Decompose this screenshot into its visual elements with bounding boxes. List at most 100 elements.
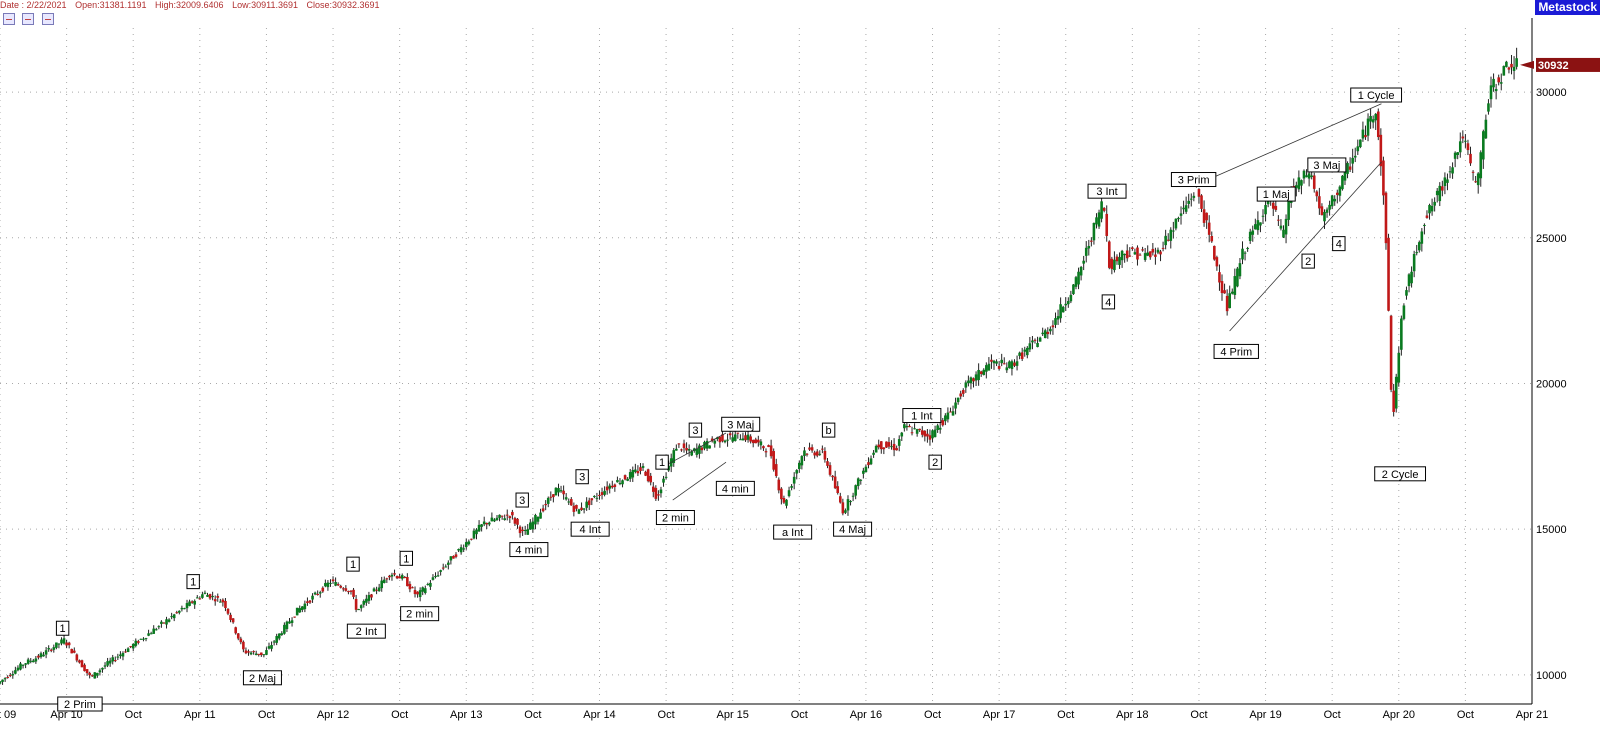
- candle-down: [646, 469, 650, 482]
- x-tick-label: Apr 10: [50, 709, 82, 721]
- candle-up: [662, 478, 665, 483]
- candle-up: [1174, 218, 1178, 229]
- candle-down: [375, 589, 378, 591]
- wave-label: 3: [579, 472, 585, 484]
- candle-up: [1243, 252, 1247, 254]
- candle-up: [915, 429, 919, 434]
- candle-up: [101, 667, 104, 670]
- candle-up: [1351, 157, 1354, 164]
- candle-up: [1236, 268, 1239, 287]
- candle-up: [400, 575, 404, 579]
- candle-up: [1095, 217, 1098, 225]
- candle-down: [544, 504, 547, 506]
- zoom-in-icon[interactable]: [3, 13, 15, 25]
- candle-down: [1046, 331, 1050, 335]
- candle-down: [1387, 237, 1390, 311]
- zoom-out-icon[interactable]: [22, 13, 35, 25]
- candle-up: [977, 369, 980, 381]
- candle-up: [1400, 318, 1403, 350]
- candle-up: [480, 524, 483, 527]
- candle-up: [29, 660, 33, 662]
- candle-up: [1233, 276, 1237, 295]
- candle-up: [982, 369, 986, 375]
- candle-up: [19, 663, 22, 670]
- candle-up: [608, 485, 612, 489]
- candle-down: [657, 494, 660, 496]
- candle-up: [723, 440, 727, 443]
- candle-up: [44, 650, 48, 655]
- candle-down: [229, 614, 232, 620]
- wave-label: 3 Prim: [1178, 175, 1210, 187]
- zoom-reset-icon[interactable]: [41, 13, 54, 25]
- candle-down: [749, 436, 752, 442]
- candle-up: [1041, 332, 1044, 335]
- trendline: [672, 461, 727, 501]
- candle-down: [721, 434, 724, 442]
- candle-up: [846, 499, 850, 511]
- candle-down: [736, 432, 740, 434]
- candle-up: [741, 438, 745, 441]
- candle-down: [1202, 209, 1206, 223]
- candle-down: [1320, 206, 1324, 216]
- candle-up: [1228, 293, 1231, 309]
- candle-down: [521, 529, 524, 532]
- x-tick-label: Apr 12: [317, 709, 349, 721]
- candle-up: [1082, 260, 1085, 264]
- candle-up: [490, 517, 494, 522]
- candle-up: [1405, 290, 1408, 296]
- candle-up: [1451, 167, 1454, 174]
- candle-up: [449, 556, 453, 561]
- candle-up: [203, 592, 207, 594]
- candle-down: [997, 365, 1001, 369]
- candle-down: [777, 479, 781, 491]
- candle-up: [1407, 274, 1411, 287]
- wave-label-box: [715, 480, 755, 496]
- candle-down: [882, 447, 886, 450]
- candle-up: [792, 476, 796, 484]
- candle-up: [1084, 247, 1088, 256]
- candle-up: [377, 587, 381, 592]
- candle-down: [306, 601, 309, 603]
- candle-up: [900, 432, 904, 437]
- candle-down: [1107, 241, 1111, 268]
- candle-down: [65, 642, 68, 646]
- candle-down: [623, 475, 627, 480]
- wave-label-box: [346, 556, 360, 572]
- candle-up: [1359, 139, 1362, 148]
- candle-up: [567, 501, 571, 503]
- candle-up: [1512, 66, 1516, 71]
- candle-up: [1189, 198, 1193, 200]
- candle-down: [1215, 257, 1219, 267]
- candle-up: [1043, 330, 1047, 339]
- candle-up: [1026, 347, 1029, 356]
- candle-down: [441, 567, 445, 569]
- candle-down: [1376, 111, 1380, 138]
- candle-up: [62, 638, 66, 644]
- candle-up: [1192, 195, 1196, 198]
- candle-down: [198, 598, 202, 600]
- candle-down: [867, 462, 870, 466]
- wave-label-box: [575, 469, 589, 485]
- candle-down: [700, 447, 704, 451]
- candle-up: [1184, 205, 1188, 212]
- wave-label-box: [688, 422, 703, 438]
- candle-down: [587, 500, 591, 506]
- candle-down: [1348, 166, 1352, 170]
- candle-up: [498, 514, 501, 518]
- candle-up: [108, 660, 112, 664]
- candle-up: [664, 476, 668, 478]
- wave-label-box: [1101, 294, 1116, 310]
- candle-down: [80, 660, 84, 668]
- candle-up: [1123, 253, 1126, 256]
- candle-up: [280, 633, 284, 635]
- candle-up: [1284, 218, 1288, 235]
- candle-down: [354, 598, 358, 610]
- candle-up: [421, 587, 425, 592]
- candle-up: [800, 456, 804, 466]
- candle-up: [1448, 171, 1452, 173]
- candle-up: [733, 434, 737, 441]
- wave-label-box: [1256, 186, 1296, 202]
- candle-down: [239, 638, 243, 643]
- candle-up: [1113, 259, 1116, 271]
